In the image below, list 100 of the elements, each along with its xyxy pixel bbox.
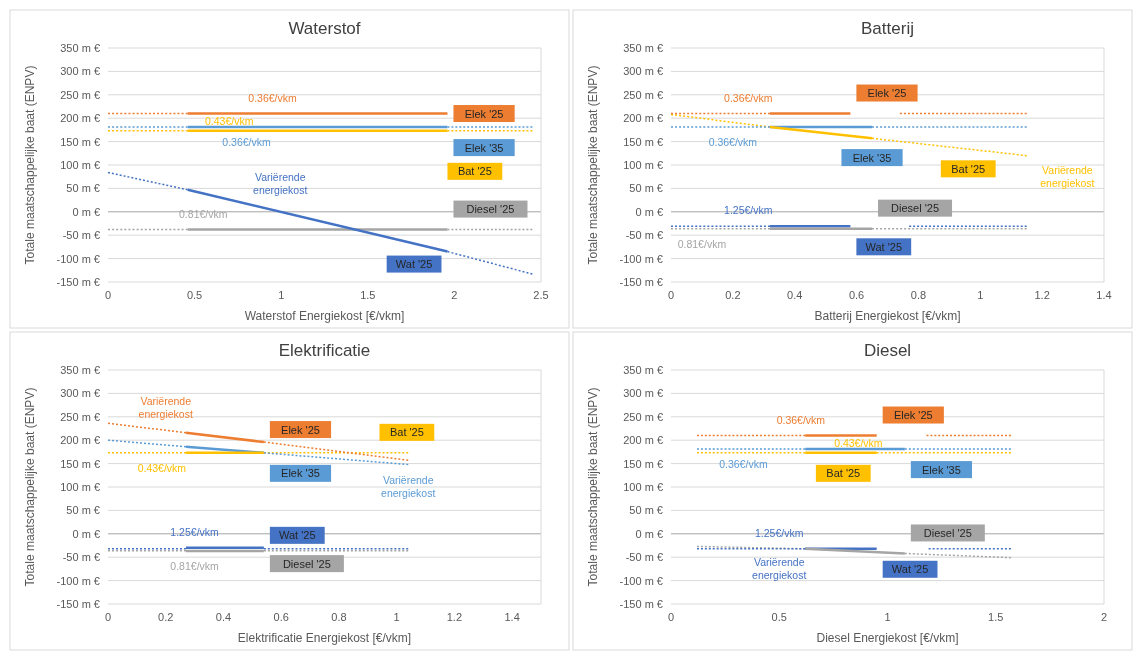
x-tick-label: 1.4 bbox=[1096, 289, 1112, 301]
y-tick-label: 0 m € bbox=[72, 205, 100, 218]
x-tick-label: 2 bbox=[1100, 611, 1108, 623]
text: Elek '35 bbox=[464, 141, 504, 154]
y-tick-label: -100 m € bbox=[619, 574, 663, 587]
x-tick-label: 1 bbox=[278, 289, 285, 301]
annotation: Variërende energiekost bbox=[752, 556, 807, 582]
annotation: 0.36€/vkm bbox=[776, 413, 826, 426]
x-tick-label: 0 bbox=[104, 611, 112, 623]
y-tick-label: 300 m € bbox=[623, 387, 663, 400]
y-tick-label: 350 m € bbox=[623, 42, 663, 54]
series-label: Wat '25 bbox=[891, 563, 929, 576]
y-tick-label: 100 m € bbox=[60, 159, 100, 171]
y-tick-label: 200 m € bbox=[60, 112, 100, 125]
y-tick-label: 250 m € bbox=[60, 88, 100, 101]
y-tick-label: 150 m € bbox=[60, 457, 100, 470]
y-tick-label: 250 m € bbox=[623, 88, 663, 101]
x-tick-label: 1 bbox=[393, 611, 400, 623]
y-tick-label: 100 m € bbox=[623, 159, 663, 171]
y-tick-label: 250 m € bbox=[623, 410, 663, 423]
x-tick-label: 1.2 bbox=[1034, 289, 1050, 301]
x-axis-title: Batterij Energiekost [€/vkm] bbox=[814, 309, 961, 323]
x-axis-title: Diesel Energiekost [€/vkm] bbox=[816, 631, 959, 645]
y-axis-title: Totale maatschappelijke baat (ENPV) bbox=[586, 65, 600, 265]
x-tick-label: 0.6 bbox=[273, 611, 289, 623]
x-tick-label: 1.2 bbox=[446, 611, 463, 623]
series-label: Elek '25 bbox=[281, 423, 320, 436]
y-tick-label: -50 m € bbox=[62, 229, 100, 242]
text: Diesel '25 bbox=[891, 202, 940, 215]
y-tick-label: -150 m € bbox=[56, 276, 100, 288]
annotation: Variërende energiekost bbox=[138, 395, 193, 421]
series-label: Wat '25 bbox=[395, 258, 433, 271]
x-tick-label: 1.4 bbox=[504, 611, 520, 623]
y-tick-label: 200 m € bbox=[623, 434, 663, 447]
annotation: 1.25€/vkm bbox=[170, 525, 220, 538]
x-tick-label: 0 bbox=[104, 289, 112, 301]
y-tick-label: 200 m € bbox=[623, 112, 663, 125]
y-tick-label: 0 m € bbox=[72, 527, 100, 540]
text: Bat '25 bbox=[457, 165, 492, 178]
x-tick-label: 0.6 bbox=[848, 289, 865, 301]
annotation: 0.36€/vkm bbox=[248, 91, 298, 104]
y-tick-label: 0 m € bbox=[635, 205, 663, 218]
x-tick-label: 0.4 bbox=[215, 611, 232, 623]
annotation: 1.25€/vkm bbox=[755, 526, 804, 539]
y-tick-label: -100 m € bbox=[56, 574, 100, 587]
annotation: 0.36€/vkm bbox=[719, 458, 768, 471]
annotation: 0.36€/vkm bbox=[222, 136, 272, 149]
x-axis-title: Elektrificatie Energiekost [€/vkm] bbox=[237, 631, 412, 645]
x-tick-label: 0.8 bbox=[331, 611, 347, 623]
x-tick-label: 1.5 bbox=[988, 611, 1004, 623]
y-tick-label: 100 m € bbox=[60, 481, 100, 493]
text: Bat '25 bbox=[389, 426, 424, 439]
x-tick-label: 1 bbox=[977, 289, 984, 301]
annotation: 0.43€/vkm bbox=[205, 114, 254, 127]
y-tick-label: 0 m € bbox=[635, 527, 663, 540]
y-axis-title: Totale maatschappelijke baat (ENPV) bbox=[23, 387, 37, 587]
y-tick-label: 350 m € bbox=[623, 364, 663, 376]
series-label: Diesel '25 bbox=[282, 557, 331, 570]
chart-title: Diesel bbox=[863, 341, 912, 360]
y-tick-label: -50 m € bbox=[625, 229, 663, 242]
x-tick-label: 0.5 bbox=[771, 611, 787, 623]
y-tick-label: -150 m € bbox=[619, 598, 663, 610]
y-tick-label: -100 m € bbox=[619, 252, 663, 265]
text: Elek '35 bbox=[922, 463, 961, 476]
x-tick-label: 0.5 bbox=[186, 289, 203, 301]
y-tick-label: -50 m € bbox=[62, 551, 100, 564]
y-tick-label: 300 m € bbox=[60, 387, 100, 400]
y-tick-label: 300 m € bbox=[623, 65, 663, 78]
x-tick-label: 0.2 bbox=[725, 289, 741, 301]
chart-title: Batterij bbox=[861, 19, 914, 38]
x-tick-label: 0.2 bbox=[158, 611, 174, 623]
y-tick-label: -50 m € bbox=[625, 551, 663, 564]
y-tick-label: 250 m € bbox=[60, 410, 100, 423]
y-tick-label: 50 m € bbox=[629, 182, 663, 195]
y-tick-label: -150 m € bbox=[619, 276, 663, 288]
annotation: Variërende energiekost bbox=[381, 473, 436, 499]
x-tick-label: 1.5 bbox=[360, 289, 376, 301]
x-tick-label: 0 bbox=[667, 289, 675, 301]
y-tick-label: 350 m € bbox=[60, 42, 100, 54]
y-axis-title: Totale maatschappelijke baat (ENPV) bbox=[586, 387, 600, 587]
y-tick-label: 300 m € bbox=[60, 65, 100, 78]
y-axis-title: Totale maatschappelijke baat (ENPV) bbox=[23, 65, 37, 265]
annotation: 1.25€/vkm bbox=[724, 204, 773, 217]
text: Elek '25 bbox=[893, 409, 933, 422]
x-tick-label: 0.4 bbox=[787, 289, 803, 301]
annotation: 0.36€/vkm bbox=[724, 91, 773, 104]
x-axis-title: Waterstof Energiekost [€/vkm] bbox=[244, 309, 405, 323]
x-tick-label: 2.5 bbox=[533, 289, 549, 301]
y-tick-label: 150 m € bbox=[623, 135, 663, 148]
y-tick-label: 150 m € bbox=[623, 457, 663, 470]
series-label: Wat '25 bbox=[865, 240, 903, 253]
y-tick-label: -100 m € bbox=[56, 252, 100, 265]
annotation: Variërende energiekost bbox=[1040, 163, 1095, 189]
annotation: 0.43€/vkm bbox=[137, 461, 187, 474]
text: Diesel '25 bbox=[923, 526, 972, 539]
x-tick-label: 0.8 bbox=[910, 289, 927, 301]
y-tick-label: 100 m € bbox=[623, 481, 663, 493]
y-tick-label: 50 m € bbox=[629, 504, 663, 517]
text: Elek '35 bbox=[852, 151, 892, 164]
series-label: Wat '25 bbox=[279, 529, 316, 542]
